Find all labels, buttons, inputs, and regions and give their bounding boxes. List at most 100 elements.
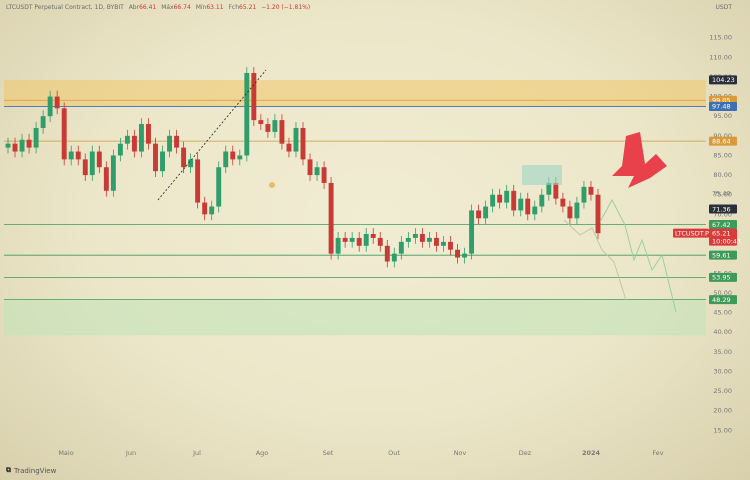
- candle-body: [61, 108, 67, 160]
- candle-body: [117, 143, 123, 156]
- price-tag-label: 65.21: [712, 229, 731, 237]
- candle-body: [153, 143, 158, 172]
- candle-body: [19, 139, 25, 152]
- y-tick-label: 85.00: [713, 151, 732, 159]
- high-label: Máx: [161, 4, 174, 11]
- candle-body: [469, 210, 475, 254]
- candles: [5, 67, 601, 268]
- candle-body: [103, 167, 109, 191]
- candle-body: [68, 151, 74, 160]
- candle-body: [511, 190, 517, 211]
- candle-body: [574, 202, 580, 219]
- highlight-box: [522, 165, 562, 185]
- candle-body: [167, 135, 173, 152]
- candle-body: [307, 159, 313, 176]
- svg-text:LTCUSDT Perpetual Contract, 1D: LTCUSDT Perpetual Contract, 1D, BYBIT Ab…: [6, 4, 310, 11]
- support-zone: [4, 299, 706, 336]
- projection-line-2: [563, 219, 627, 301]
- candle-body: [462, 253, 468, 258]
- y-tick-label: 30.00: [713, 367, 732, 375]
- x-tick-label: Fev: [652, 449, 663, 457]
- y-tick-label: 40.00: [713, 328, 732, 336]
- x-tick-label: Maio: [58, 449, 73, 457]
- candle-body: [265, 124, 271, 132]
- candle-body: [532, 206, 538, 215]
- candle-body: [384, 245, 390, 262]
- candle-body: [244, 72, 250, 156]
- price-tag-label: 88.64: [712, 137, 731, 145]
- y-tick-label: 20.00: [713, 407, 732, 415]
- candle-body: [82, 159, 88, 176]
- price-tag-box: [709, 75, 737, 85]
- candle-body: [314, 167, 320, 176]
- price-tag-box: [709, 250, 737, 260]
- candle-body: [272, 120, 278, 132]
- candle-body: [33, 127, 39, 148]
- close-label: Fch: [228, 4, 239, 11]
- candle-body: [216, 167, 222, 207]
- y-tick-label: 110.00: [709, 53, 732, 61]
- x-tick-label: Nov: [454, 449, 467, 457]
- price-tag-label: 53.95: [712, 274, 731, 282]
- price-tag-box: [709, 272, 737, 282]
- candle-body: [441, 241, 446, 246]
- y-tick-label: 35.00: [713, 348, 732, 356]
- candle-body: [54, 96, 60, 109]
- candle-body: [349, 237, 355, 242]
- candle-body: [525, 198, 531, 215]
- price-tag-label: 71.36: [712, 205, 731, 213]
- candle-body: [518, 198, 524, 211]
- horizontal-levels: [4, 99, 706, 301]
- series-tag-label: LTCUSDT.P: [675, 229, 709, 237]
- y-tick-label: 25.00: [713, 387, 732, 395]
- candle-body: [286, 143, 292, 152]
- x-tick-label: Set: [323, 449, 334, 457]
- y-tick-label: 45.00: [713, 309, 732, 317]
- low-value: 63.11: [206, 4, 223, 11]
- candle-body: [433, 237, 439, 246]
- candle-body: [26, 139, 32, 148]
- candle-body: [181, 147, 187, 168]
- candle-body: [335, 237, 341, 254]
- candle-body: [5, 143, 11, 148]
- candle-body: [391, 253, 397, 262]
- currency-label: USDT: [716, 4, 733, 11]
- candle-body: [588, 186, 594, 195]
- tradingview-brand[interactable]: ⧉ TradingView: [6, 466, 56, 475]
- y-tick-label: 115.00: [709, 34, 732, 42]
- price-tag-box: [709, 204, 737, 214]
- high-value: 66.74: [174, 4, 191, 11]
- candle-body: [89, 151, 95, 176]
- candle-body: [419, 234, 425, 242]
- x-tick-label: Dez: [519, 449, 532, 457]
- time-axis: Maio Jun Jul Ago Set Out Nov Dez 2024 Fev: [58, 449, 663, 457]
- low-label: Mín: [196, 4, 207, 11]
- down-arrow-icon: [612, 132, 667, 188]
- candle-body: [279, 120, 285, 144]
- price-zones: [4, 80, 706, 336]
- trend-line: [157, 69, 267, 201]
- projection-line: [599, 199, 677, 313]
- candle-body: [138, 124, 144, 152]
- drawings: [157, 69, 677, 313]
- candle-body: [504, 190, 510, 203]
- x-tick-label: Ago: [256, 449, 269, 457]
- price-tag-label: 59.61: [712, 251, 731, 259]
- candle-body: [476, 210, 482, 219]
- x-tick-label: 2024: [582, 449, 601, 457]
- candle-body: [195, 159, 201, 203]
- y-tick-label: 80.00: [713, 171, 732, 179]
- candle-body: [581, 186, 587, 203]
- y-tick-label: 15.00: [713, 426, 732, 434]
- y-tick-label: 90.00: [713, 132, 732, 140]
- price-tag-box: [709, 101, 737, 111]
- candle-body: [370, 234, 376, 238]
- candle-body: [96, 151, 102, 168]
- x-tick-label: Jun: [125, 449, 136, 457]
- price-tag-label: 104.23: [712, 76, 735, 84]
- candle-body: [300, 127, 306, 160]
- open-label: Abr: [129, 4, 140, 11]
